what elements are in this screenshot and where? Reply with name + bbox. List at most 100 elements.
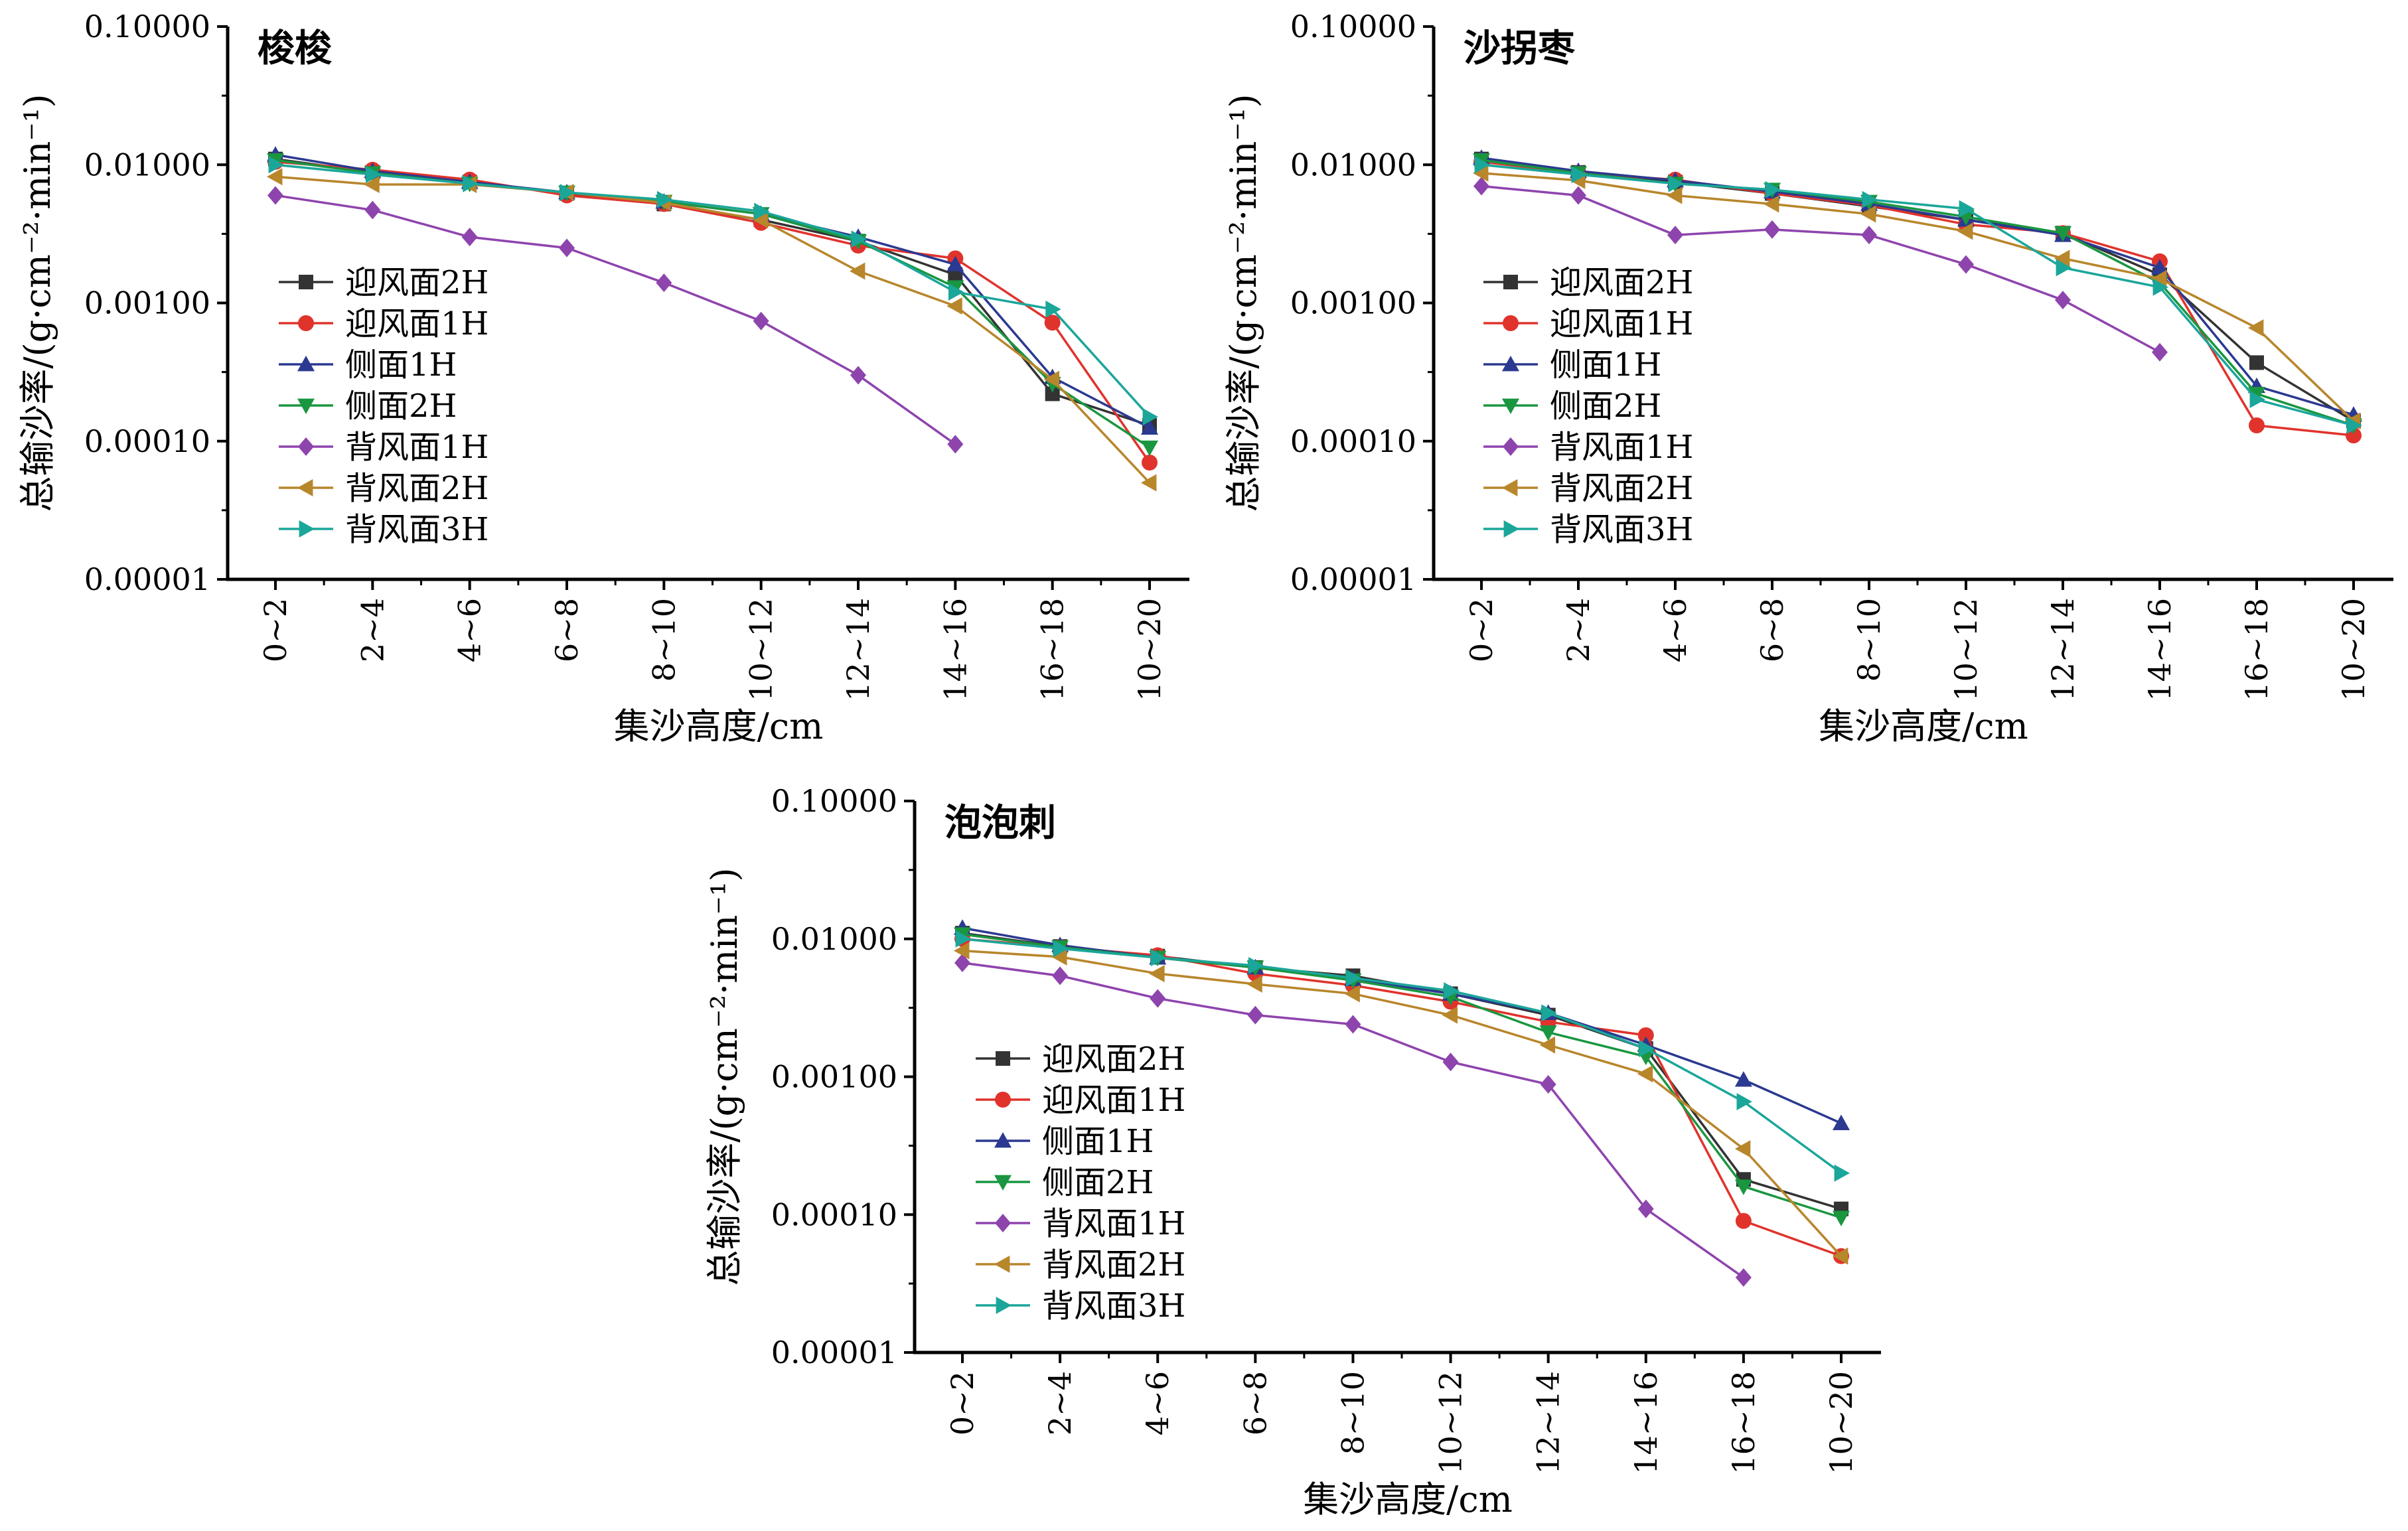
series-7 — [268, 156, 1158, 426]
x-tick-label: 14~16 — [1628, 1371, 1664, 1475]
data-point — [2346, 417, 2362, 435]
y-tick-label: 0.00001 — [771, 1335, 897, 1370]
x-tick-label: 8~10 — [1851, 598, 1887, 682]
legend-label: 侧面2H — [1550, 388, 1661, 425]
data-point — [1833, 1210, 1850, 1226]
data-point — [1957, 222, 1973, 240]
x-axis-label: 集沙高度/cm — [614, 705, 824, 747]
data-point — [1834, 1164, 1850, 1182]
x-tick-label: 12~14 — [2045, 598, 2081, 701]
data-point — [1862, 190, 1878, 208]
data-point — [1473, 177, 1489, 196]
data-point — [946, 297, 962, 315]
series-5 — [1473, 177, 2168, 362]
legend-marker — [996, 1051, 1010, 1066]
data-point — [851, 230, 867, 248]
data-point — [1764, 195, 1779, 213]
x-axis-label: 集沙高度/cm — [1303, 1479, 1513, 1520]
data-point — [1045, 301, 1061, 319]
legend: 迎风面2H 迎风面1H 侧面1H 侧面2H 背风面1H 背风面2H 背风面3H — [1483, 264, 1693, 548]
x-tick-label: 14~16 — [2142, 598, 2178, 701]
data-point — [1539, 1036, 1556, 1054]
legend-label: 背风面1H — [1550, 429, 1693, 466]
data-point — [1540, 1075, 1556, 1094]
legend-label: 迎风面2H — [1042, 1041, 1185, 1078]
data-point — [1541, 1004, 1557, 1022]
data-point — [1958, 255, 1974, 274]
data-point — [2151, 259, 2168, 275]
data-point — [1668, 175, 1684, 192]
data-point — [1570, 186, 1586, 205]
series-line — [962, 938, 1843, 1175]
y-axis-label: 总输沙率/(g·cm⁻²·min⁻¹) — [704, 867, 745, 1285]
data-point — [947, 435, 964, 454]
chart-panel-2: 0.00001 0.00010 0.00100 0.01000 0.10000 0~2 2~… — [1223, 9, 2393, 747]
x-tick-label: 0~2 — [944, 1371, 980, 1435]
data-point — [656, 190, 673, 208]
x-tick-label: 2~4 — [354, 598, 390, 662]
data-point — [1141, 474, 1157, 492]
legend-marker — [994, 1132, 1012, 1148]
data-point — [559, 238, 575, 257]
data-point — [1045, 386, 1060, 401]
x-tick-label: 10~20 — [2336, 598, 2371, 701]
y-axis-label: 总输沙率/(g·cm⁻²·min⁻¹) — [1223, 94, 1264, 512]
data-point — [560, 184, 575, 202]
y-tick-label: 0.10000 — [84, 9, 210, 44]
legend-label: 侧面2H — [1042, 1164, 1154, 1201]
legend-marker — [1502, 356, 1519, 372]
x-tick-label: 12~14 — [840, 598, 876, 701]
data-point — [1444, 982, 1460, 1000]
x-tick-label: 6~8 — [549, 598, 585, 662]
chart-title: 沙拐枣 — [1464, 27, 1576, 70]
series-line — [1481, 184, 2160, 354]
data-point — [364, 200, 381, 220]
x-tick-label: 14~16 — [937, 598, 973, 701]
data-point — [1474, 156, 1490, 174]
data-point — [752, 211, 769, 229]
data-point — [955, 930, 971, 948]
data-point — [1735, 1212, 1752, 1229]
data-point — [1861, 226, 1877, 245]
legend: 迎风面2H 迎风面1H 侧面1H 侧面2H 背风面1H 背风面2H 背风面3H — [279, 264, 489, 548]
data-point — [463, 175, 479, 192]
chart-title: 泡泡刺 — [944, 801, 1056, 845]
y-tick-label: 0.01000 — [771, 921, 897, 957]
data-point — [656, 273, 672, 293]
data-point — [1248, 957, 1264, 975]
x-tick-label: 2~4 — [1042, 1371, 1078, 1435]
legend-label: 背风面1H — [1042, 1205, 1185, 1242]
legend-label: 侧面1H — [1550, 346, 1661, 384]
x-tick-label: 8~10 — [646, 598, 682, 682]
y-tick-label: 0.00010 — [1290, 423, 1416, 459]
data-point — [1052, 966, 1069, 985]
data-point — [1344, 985, 1360, 1003]
series-5 — [267, 186, 964, 454]
data-point — [1043, 370, 1060, 388]
data-point — [2248, 319, 2264, 337]
legend-marker — [994, 1256, 1010, 1273]
x-tick-label: 10~12 — [1948, 598, 1984, 701]
data-point — [365, 165, 382, 183]
data-point — [1247, 1005, 1264, 1025]
y-tick-label: 0.10000 — [771, 783, 897, 819]
data-point — [1735, 1268, 1752, 1287]
legend-marker — [1503, 275, 1518, 289]
y-tick-label: 0.00001 — [1290, 561, 1416, 597]
series-line — [275, 161, 1151, 464]
data-point — [1346, 969, 1362, 987]
data-point — [1667, 186, 1683, 204]
x-tick-label: 4~6 — [1140, 1371, 1175, 1435]
series-5 — [954, 953, 1752, 1287]
y-tick-label: 0.00100 — [1290, 285, 1416, 321]
x-tick-label: 16~18 — [1035, 598, 1071, 701]
legend: 迎风面2H 迎风面1H 侧面1H 侧面2H 背风面1H 背风面2H 背风面3H — [976, 1041, 1185, 1325]
data-point — [2055, 291, 2071, 310]
data-point — [1734, 1179, 1752, 1195]
x-tick-label: 4~6 — [452, 598, 488, 662]
data-point — [1539, 1025, 1557, 1041]
series-line — [1481, 163, 2354, 427]
legend-marker — [297, 479, 313, 496]
data-point — [1150, 949, 1167, 967]
